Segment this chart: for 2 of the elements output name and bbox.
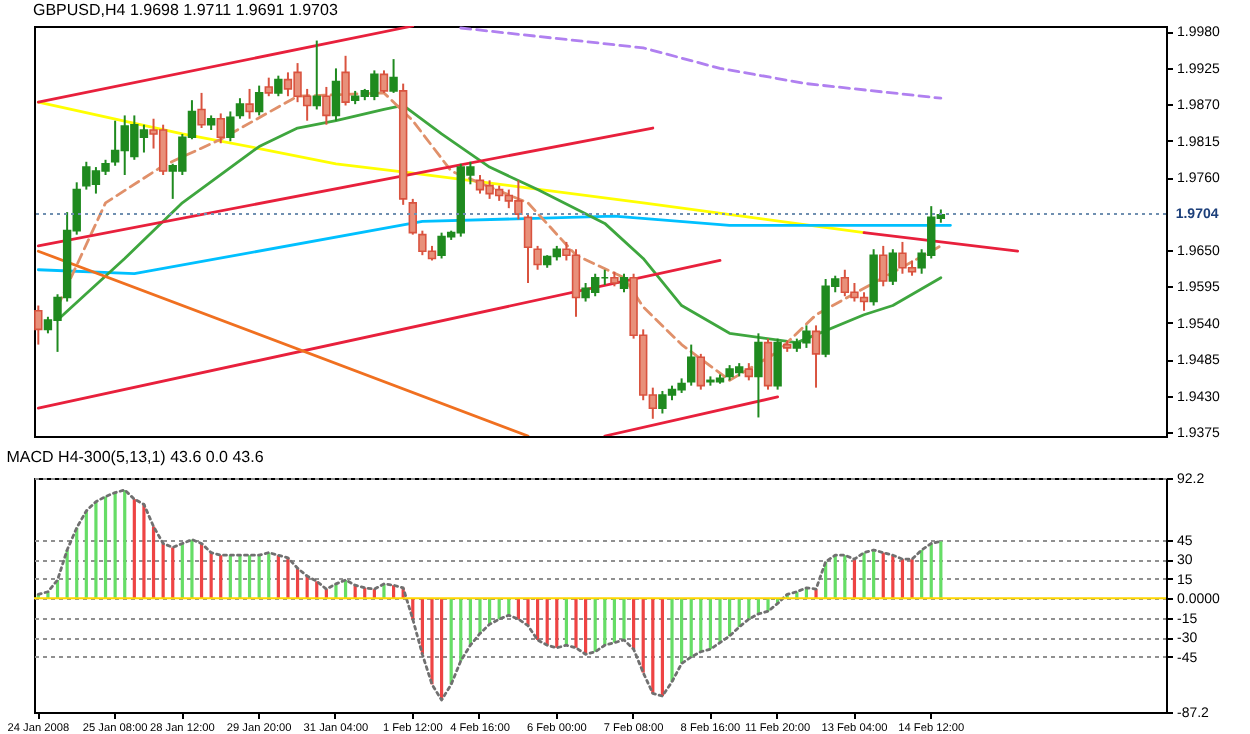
chart-title: MACD H4-300(5,13,1) 43.6 0.0 43.6 (6, 448, 265, 466)
chart-title: GBPUSD,H4 1.9698 1.9711 1.9691 1.9703 (33, 1, 339, 20)
